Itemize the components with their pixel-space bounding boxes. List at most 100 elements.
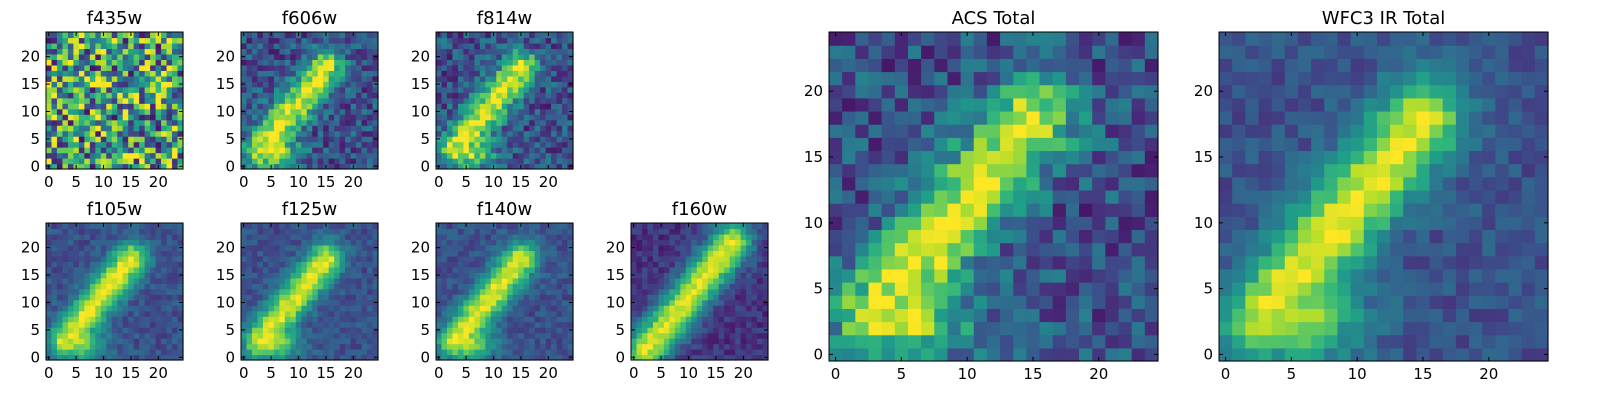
- heatmap-cell: [166, 233, 173, 241]
- heatmap-cell: [334, 343, 341, 350]
- heatmap-cell: [251, 338, 259, 345]
- heatmap-cell: [133, 70, 140, 77]
- heatmap-cell: [295, 108, 302, 115]
- heatmap-cell: [556, 223, 563, 230]
- heatmap-cell: [496, 261, 503, 268]
- heatmap-cell: [523, 37, 530, 44]
- heatmap-cell: [290, 42, 297, 50]
- heatmap-cell: [1105, 282, 1120, 296]
- heatmap-cell: [317, 75, 324, 82]
- heatmap-cell: [350, 59, 357, 66]
- heatmap-cell: [545, 244, 552, 251]
- heatmap-cell: [279, 349, 286, 356]
- heatmap-cell: [334, 32, 341, 39]
- heatmap-cell: [268, 48, 275, 55]
- heatmap-cell: [934, 150, 949, 165]
- heatmap-cell: [306, 114, 313, 121]
- heatmap-cell: [51, 152, 58, 159]
- heatmap-cell: [1131, 347, 1146, 362]
- heatmap-cell: [842, 163, 856, 178]
- heatmap-cell: [246, 37, 253, 44]
- heatmap-cell: [284, 228, 291, 235]
- heatmap-cell: [894, 189, 909, 204]
- heatmap-cell: [562, 261, 569, 268]
- heatmap-cell: [567, 97, 574, 104]
- heatmap-cell: [1092, 347, 1106, 362]
- axes-frame: [630, 222, 769, 361]
- heatmap-cell: [724, 239, 731, 246]
- heatmap-cell: [257, 48, 264, 55]
- heatmap-cell: [279, 70, 286, 77]
- heatmap-cell: [707, 266, 714, 273]
- heatmap-cell: [166, 64, 173, 71]
- heatmap-cell: [507, 332, 514, 339]
- heatmap-cell: [842, 150, 856, 165]
- heatmap-cell: [155, 59, 162, 66]
- heatmap-cell: [350, 316, 357, 323]
- heatmap-cell: [452, 277, 459, 284]
- heatmap-cell: [122, 103, 129, 110]
- heatmap-cell: [446, 48, 454, 55]
- heatmap-cell: [921, 176, 935, 191]
- heatmap-cell: [323, 81, 330, 88]
- heatmap-cell: [290, 158, 297, 165]
- heatmap-cell: [529, 152, 536, 159]
- heatmap-cell: [84, 136, 91, 143]
- heatmap-cell: [78, 310, 85, 317]
- heatmap-cell: [268, 92, 275, 99]
- heatmap-cell: [268, 349, 275, 356]
- heatmap-cell: [161, 261, 168, 268]
- heatmap-cell: [658, 266, 665, 273]
- heatmap-cell: [1079, 308, 1093, 323]
- heatmap-cell: [441, 338, 448, 345]
- heatmap-cell: [529, 239, 536, 246]
- heatmap-cell: [89, 321, 96, 328]
- heatmap-cell: [691, 299, 698, 306]
- heatmap-cell: [46, 59, 53, 66]
- heatmap-cell: [367, 327, 374, 334]
- heatmap-cell: [556, 59, 563, 66]
- heatmap-cell: [150, 299, 157, 306]
- heatmap-cell: [257, 299, 264, 306]
- heatmap-cell: [166, 272, 173, 279]
- heatmap-cell: [1105, 203, 1120, 217]
- heatmap-cell: [446, 141, 454, 148]
- heatmap-cell: [273, 343, 280, 350]
- heatmap-cell: [350, 103, 357, 110]
- heatmap-cell: [685, 327, 692, 334]
- heatmap-cell: [507, 283, 514, 290]
- heatmap-cell: [251, 108, 259, 115]
- heatmap-cell: [501, 141, 508, 148]
- heatmap-cell: [746, 332, 753, 339]
- heatmap-cell: [144, 163, 151, 170]
- heatmap-cell: [166, 136, 173, 143]
- heatmap-cell: [350, 266, 357, 273]
- heatmap-cell: [485, 125, 492, 132]
- heatmap-cell: [947, 203, 962, 217]
- heatmap-cell: [691, 316, 698, 323]
- heatmap-cell: [551, 81, 558, 88]
- heatmap-cell: [367, 277, 374, 284]
- heatmap-cell: [647, 305, 654, 312]
- heatmap-cell: [680, 305, 687, 312]
- heatmap-cell: [934, 255, 949, 270]
- heatmap-cell: [367, 261, 374, 268]
- heatmap-cell: [496, 327, 503, 334]
- heatmap-cell: [829, 334, 843, 349]
- heatmap-cell: [328, 255, 335, 262]
- heatmap-cell: [290, 327, 297, 334]
- heatmap-cell: [518, 244, 525, 251]
- heatmap-cell: [713, 250, 720, 257]
- heatmap-cell: [67, 53, 74, 60]
- heatmap-cell: [1065, 242, 1080, 257]
- heatmap-cell: [545, 141, 552, 148]
- heatmap-cell: [111, 250, 118, 257]
- heatmap-cell: [562, 228, 569, 235]
- heatmap-cell: [62, 163, 69, 170]
- heatmap-cell: [1000, 189, 1014, 204]
- heatmap-cell: [67, 75, 74, 82]
- heatmap-cell: [257, 239, 264, 246]
- heatmap-cell: [295, 283, 302, 290]
- heatmap-cell: [436, 250, 443, 257]
- heatmap-cell: [729, 332, 736, 339]
